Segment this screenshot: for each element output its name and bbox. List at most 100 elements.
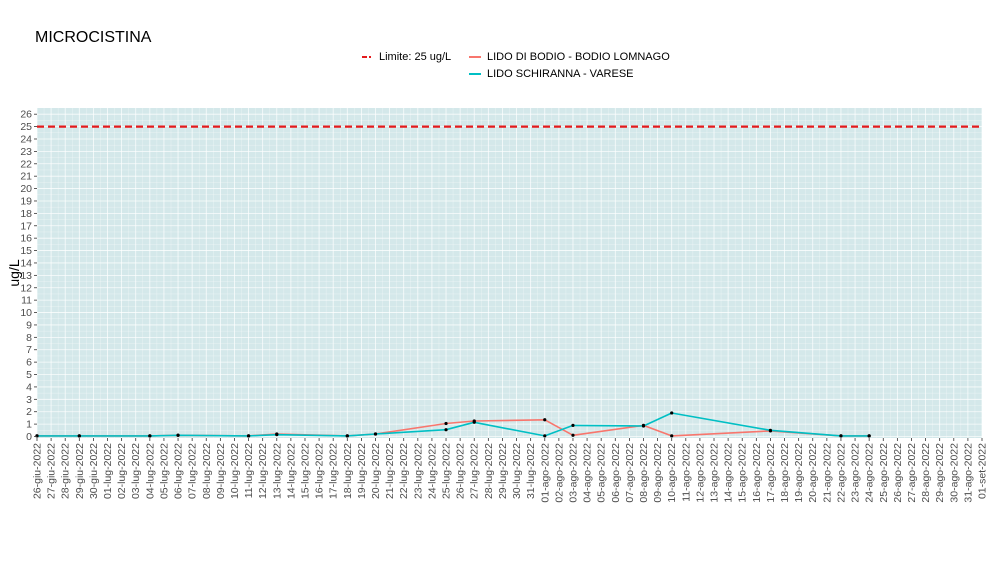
x-tick-label: 16-ago-2022 [751, 443, 763, 503]
data-point [35, 434, 39, 438]
data-point [176, 433, 180, 437]
x-tick-label: 19-ago-2022 [793, 443, 805, 503]
x-tick-label: 29-lug-2022 [497, 443, 509, 499]
legend-key-series-1 [468, 50, 482, 64]
legend-key-limit [360, 50, 374, 64]
x-tick-label: 01-lug-2022 [102, 443, 114, 499]
y-tick-label: 26 [20, 109, 32, 121]
legend-item-series-2: LIDO SCHIRANNA - VARESE [468, 67, 634, 81]
data-point [571, 433, 575, 437]
x-tick-label: 06-ago-2022 [610, 443, 622, 503]
x-tick-label: 17-ago-2022 [765, 443, 777, 503]
x-axis: 26-giu-2022 27-giu-2022 28-giu-2022 29-giu-… [32, 438, 989, 503]
x-tick-label: 11-ago-2022 [680, 443, 692, 502]
x-tick-label: 27-ago-2022 [906, 443, 918, 503]
x-tick-label: 28-giu-2022 [60, 443, 72, 499]
data-point [275, 433, 279, 437]
x-tick-label: 13-ago-2022 [709, 443, 721, 503]
x-tick-label: 30-lug-2022 [511, 443, 523, 499]
y-axis: 0123456789101112131415161718192021222324… [20, 109, 37, 443]
x-tick-label: 26-lug-2022 [455, 443, 467, 499]
y-tick-label: 21 [20, 171, 32, 183]
x-tick-label: 22-lug-2022 [398, 443, 410, 499]
y-tick-label: 13 [20, 270, 32, 282]
x-tick-label: 09-lug-2022 [215, 443, 227, 499]
x-tick-label: 18-ago-2022 [779, 443, 791, 503]
points-layer [35, 411, 871, 438]
y-tick-label: 5 [26, 369, 32, 381]
x-tick-label: 27-giu-2022 [46, 443, 58, 499]
x-tick-label: 10-ago-2022 [666, 443, 678, 503]
x-tick-label: 18-lug-2022 [342, 443, 354, 499]
x-tick-label: 15-lug-2022 [299, 443, 311, 499]
x-tick-label: 23-lug-2022 [412, 443, 424, 499]
y-tick-label: 1 [26, 419, 32, 431]
legend-item-limit: Limite: 25 ug/L [360, 50, 451, 64]
y-tick-label: 15 [20, 245, 32, 257]
data-point [768, 428, 773, 432]
data-point [670, 411, 674, 415]
x-tick-label: 24-lug-2022 [426, 443, 438, 499]
y-tick-label: 2 [26, 406, 32, 418]
y-tick-label: 20 [20, 183, 32, 195]
x-tick-label: 21-ago-2022 [821, 443, 833, 503]
x-tick-label: 17-lug-2022 [328, 443, 340, 499]
x-tick-label: 14-lug-2022 [285, 443, 297, 499]
legend-label-series-2: LIDO SCHIRANNA - VARESE [487, 68, 634, 80]
x-tick-label: 12-lug-2022 [257, 443, 269, 499]
y-tick-label: 4 [26, 381, 32, 393]
data-point [641, 424, 646, 428]
data-point [867, 434, 871, 438]
y-tick-label: 10 [20, 307, 32, 319]
x-tick-label: 07-lug-2022 [187, 443, 199, 499]
data-point [444, 428, 448, 432]
x-tick-label: 12-ago-2022 [694, 443, 706, 503]
x-tick-label: 03-lug-2022 [130, 443, 142, 499]
x-tick-label: 06-lug-2022 [173, 443, 185, 499]
x-tick-label: 28-lug-2022 [483, 443, 495, 499]
x-tick-label: 28-ago-2022 [920, 443, 932, 503]
x-tick-label: 04-lug-2022 [144, 443, 156, 499]
x-tick-label: 07-ago-2022 [624, 443, 636, 503]
x-tick-label: 02-lug-2022 [116, 443, 128, 499]
grid-minor [37, 108, 982, 438]
x-tick-label: 09-ago-2022 [652, 443, 664, 503]
x-tick-label: 31-ago-2022 [962, 443, 974, 503]
data-point [148, 434, 152, 438]
y-axis-title: ug/L [6, 259, 22, 286]
y-tick-label: 22 [20, 158, 32, 170]
legend-label-series-1: LIDO DI BODIO - BODIO LOMNAGO [487, 51, 670, 63]
x-tick-label: 05-lug-2022 [158, 443, 170, 499]
legend-key-series-2 [468, 67, 482, 81]
y-tick-label: 17 [20, 220, 32, 232]
x-tick-label: 01-set-2022 [977, 443, 989, 499]
y-tick-label: 6 [26, 357, 32, 369]
x-tick-label: 25-lug-2022 [441, 443, 453, 499]
x-tick-label: 29-giu-2022 [74, 443, 86, 499]
y-tick-label: 16 [20, 233, 32, 245]
x-tick-label: 05-ago-2022 [596, 443, 608, 503]
x-tick-label: 02-ago-2022 [553, 443, 565, 503]
y-tick-label: 3 [26, 394, 32, 406]
data-point [246, 434, 251, 438]
x-tick-label: 14-ago-2022 [723, 443, 735, 503]
x-tick-label: 29-ago-2022 [934, 443, 946, 503]
y-tick-label: 19 [20, 195, 32, 207]
x-tick-label: 08-ago-2022 [638, 443, 650, 503]
y-tick-label: 7 [26, 344, 32, 356]
x-tick-label: 30-ago-2022 [948, 443, 960, 503]
data-point [543, 418, 547, 422]
x-tick-label: 31-lug-2022 [525, 443, 537, 499]
x-tick-label: 16-lug-2022 [314, 443, 326, 499]
data-point [472, 420, 476, 424]
x-tick-label: 22-ago-2022 [835, 443, 847, 503]
x-tick-label: 13-lug-2022 [271, 443, 283, 499]
x-tick-label: 26-ago-2022 [892, 443, 904, 503]
x-tick-label: 11-lug-2022 [243, 443, 255, 498]
data-point [444, 421, 448, 426]
y-tick-label: 14 [20, 257, 32, 269]
legend-label-limit: Limite: 25 ug/L [379, 51, 452, 63]
y-tick-label: 8 [26, 332, 32, 344]
x-tick-label: 10-lug-2022 [229, 443, 241, 499]
